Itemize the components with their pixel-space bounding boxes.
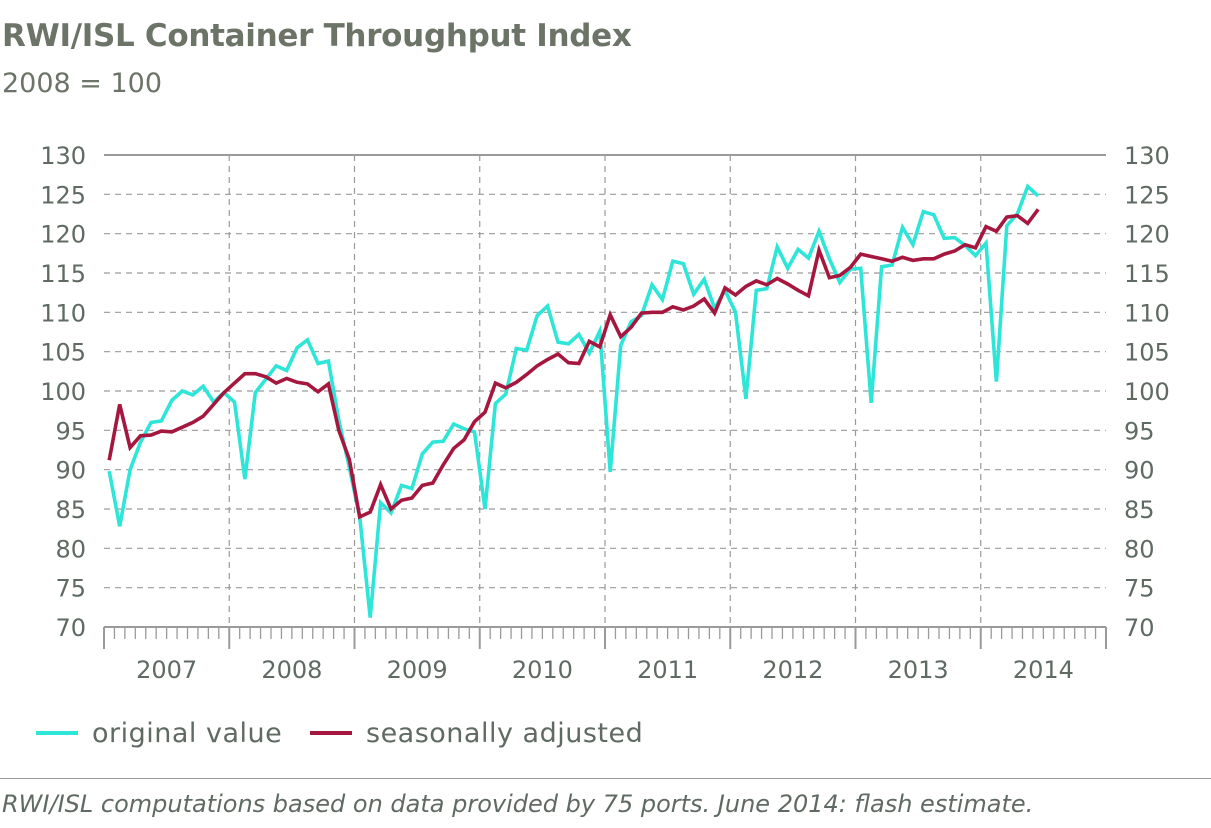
y-tick-label-right: 105 — [1124, 339, 1170, 367]
y-axis-left: 70 75 80 85 90 95 100 105 110 115 120 125 130 — [40, 142, 86, 642]
series-original-value — [107, 183, 1040, 618]
x-axis-labels: 2007 2008 2009 2010 2011 2012 2013 2014 — [136, 656, 1074, 684]
y-tick-label-left: 95 — [55, 417, 86, 445]
year-label: 2012 — [762, 656, 823, 684]
y-tick-label-right: 80 — [1124, 535, 1155, 563]
series-lines — [107, 183, 1040, 618]
y-tick-label-left: 75 — [55, 575, 86, 603]
y-tick-label-right: 110 — [1124, 299, 1170, 327]
y-tick-label-left: 100 — [40, 378, 86, 406]
legend-swatch-original — [36, 731, 78, 735]
chart-subtitle: 2008 = 100 — [2, 68, 163, 99]
y-tick-label-right: 75 — [1124, 575, 1155, 603]
y-tick-label-left: 115 — [40, 260, 86, 288]
y-tick-label-right: 70 — [1124, 614, 1155, 642]
y-tick-label-right: 85 — [1124, 496, 1155, 524]
legend-label-original: original value — [92, 717, 283, 749]
y-tick-label-right: 115 — [1124, 260, 1170, 288]
y-tick-label-left: 125 — [40, 181, 86, 209]
legend-item-adjusted: seasonally adjusted — [310, 716, 643, 750]
year-label: 2013 — [888, 656, 949, 684]
footnote-divider — [0, 778, 1211, 779]
y-tick-label-right: 120 — [1124, 221, 1170, 249]
year-label: 2009 — [387, 656, 448, 684]
year-label: 2008 — [261, 656, 322, 684]
y-tick-label-left: 90 — [55, 457, 86, 485]
year-label: 2007 — [136, 656, 197, 684]
y-tick-label-right: 100 — [1124, 378, 1170, 406]
y-tick-label-right: 125 — [1124, 181, 1170, 209]
footnote: RWI/ISL computations based on data provi… — [2, 790, 1034, 818]
y-tick-label-right: 130 — [1124, 142, 1170, 170]
y-tick-label-left: 120 — [40, 221, 86, 249]
y-tick-label-right: 90 — [1124, 457, 1155, 485]
y-tick-label-left: 70 — [55, 614, 86, 642]
legend-swatch-adjusted — [310, 731, 352, 735]
y-tick-label-left: 80 — [55, 535, 86, 563]
year-label: 2014 — [1013, 656, 1074, 684]
legend-label-adjusted: seasonally adjusted — [366, 717, 644, 749]
x-axis — [103, 626, 1107, 649]
year-label: 2011 — [637, 656, 698, 684]
y-tick-label-left: 130 — [40, 142, 86, 170]
y-tick-label-left: 110 — [40, 299, 86, 327]
year-label: 2010 — [512, 656, 573, 684]
series-seasonally-adjusted — [107, 208, 1040, 520]
legend-item-original: original value — [36, 716, 282, 750]
y-axis-right: 70 75 80 85 90 95 100 105 110 115 120 125 130 — [1124, 142, 1170, 642]
y-tick-label-left: 85 — [55, 496, 86, 524]
y-tick-label-left: 105 — [40, 339, 86, 367]
chart-title: RWI/ISL Container Throughput Index — [2, 18, 632, 54]
y-tick-label-right: 95 — [1124, 417, 1155, 445]
